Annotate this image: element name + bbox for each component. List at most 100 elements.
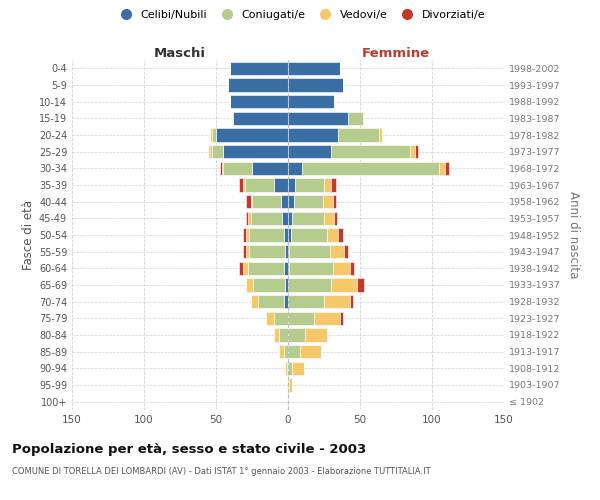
Bar <box>288 112 349 125</box>
Legend: Celibi/Nubili, Coniugati/e, Vedovi/e, Divorziati/e: Celibi/Nubili, Coniugati/e, Vedovi/e, Di… <box>110 6 490 25</box>
Bar <box>232 112 233 125</box>
Bar <box>285 362 287 375</box>
Bar <box>288 195 294 208</box>
Bar <box>288 262 289 275</box>
Bar <box>288 295 324 308</box>
Bar <box>305 328 327 342</box>
Bar <box>248 262 284 275</box>
Bar <box>244 228 246 241</box>
Bar <box>324 178 331 192</box>
Bar <box>288 162 302 175</box>
Text: Maschi: Maschi <box>154 47 206 60</box>
Bar <box>350 295 353 308</box>
Bar <box>299 345 321 358</box>
Bar <box>288 95 334 108</box>
Bar <box>314 312 340 325</box>
Bar <box>210 128 212 141</box>
Bar <box>331 278 357 291</box>
Bar <box>258 295 284 308</box>
Bar <box>274 312 288 325</box>
Bar <box>288 178 295 192</box>
Bar <box>445 162 449 175</box>
Bar <box>288 245 289 258</box>
Bar <box>363 112 364 125</box>
Bar <box>288 362 292 375</box>
Text: Femmine: Femmine <box>362 47 430 60</box>
Bar <box>246 278 253 291</box>
Bar <box>266 312 274 325</box>
Bar <box>379 128 382 141</box>
Bar <box>288 62 340 75</box>
Bar <box>324 295 350 308</box>
Bar <box>332 262 350 275</box>
Bar <box>246 212 248 225</box>
Bar <box>246 195 251 208</box>
Bar <box>330 245 344 258</box>
Bar <box>239 262 244 275</box>
Bar <box>289 378 292 392</box>
Bar <box>253 278 285 291</box>
Bar <box>289 262 332 275</box>
Bar <box>295 178 324 192</box>
Bar <box>287 362 288 375</box>
Bar <box>288 212 292 225</box>
Bar <box>415 145 418 158</box>
Bar <box>340 312 343 325</box>
Bar <box>244 178 245 192</box>
Bar <box>209 145 210 158</box>
Bar <box>338 128 379 141</box>
Bar <box>223 162 252 175</box>
Bar <box>222 162 223 175</box>
Bar <box>281 195 288 208</box>
Bar <box>249 228 284 241</box>
Bar <box>331 145 410 158</box>
Bar <box>288 312 314 325</box>
Bar <box>249 245 285 258</box>
Bar <box>324 212 334 225</box>
Bar <box>284 295 288 308</box>
Bar <box>248 212 251 225</box>
Bar <box>239 178 244 192</box>
Bar <box>230 95 288 108</box>
Bar <box>284 262 288 275</box>
Bar <box>344 245 349 258</box>
Bar <box>216 128 288 141</box>
Bar <box>212 145 223 158</box>
Bar <box>251 195 252 208</box>
Bar <box>349 112 363 125</box>
Bar <box>334 212 337 225</box>
Bar <box>294 195 323 208</box>
Bar <box>230 62 288 75</box>
Bar <box>210 145 212 158</box>
Bar <box>285 245 288 258</box>
Bar <box>285 278 288 291</box>
Bar <box>288 278 331 291</box>
Bar <box>244 245 246 258</box>
Bar <box>288 78 343 92</box>
Bar <box>252 195 281 208</box>
Bar <box>251 295 258 308</box>
Bar <box>332 195 335 208</box>
Bar <box>244 262 248 275</box>
Bar <box>288 328 305 342</box>
Bar <box>212 128 216 141</box>
Bar <box>350 262 354 275</box>
Bar <box>288 345 299 358</box>
Bar <box>223 145 288 158</box>
Bar <box>246 228 249 241</box>
Bar <box>284 345 288 358</box>
Text: COMUNE DI TORELLA DEI LOMBARDI (AV) - Dati ISTAT 1° gennaio 2003 - Elaborazione : COMUNE DI TORELLA DEI LOMBARDI (AV) - Da… <box>12 468 431 476</box>
Bar <box>302 162 439 175</box>
Bar <box>252 162 288 175</box>
Bar <box>292 212 324 225</box>
Bar <box>274 178 288 192</box>
Bar <box>246 245 249 258</box>
Bar <box>289 245 330 258</box>
Bar <box>288 128 338 141</box>
Bar <box>357 278 364 291</box>
Y-axis label: Anni di nascita: Anni di nascita <box>567 192 580 278</box>
Bar <box>288 378 289 392</box>
Bar <box>323 195 332 208</box>
Bar <box>220 162 222 175</box>
Bar <box>288 145 331 158</box>
